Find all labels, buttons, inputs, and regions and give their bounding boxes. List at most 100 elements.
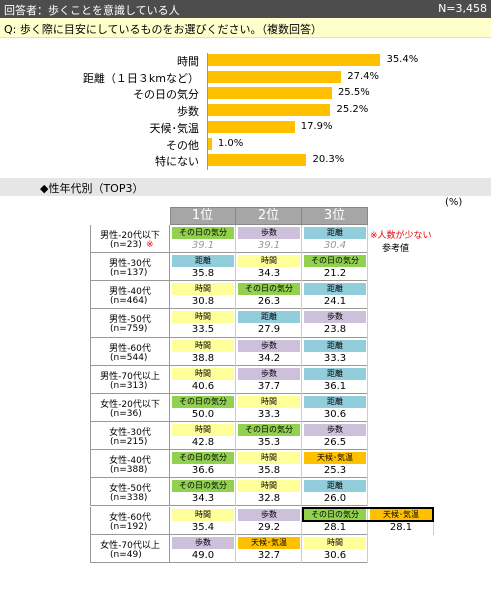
item-label: その日の気分 bbox=[172, 480, 234, 493]
cell-border bbox=[302, 225, 368, 254]
item-label: 歩数 bbox=[172, 536, 234, 549]
group-label: 男性-60代 bbox=[109, 343, 151, 354]
item-value: 33.3 bbox=[257, 408, 281, 420]
item-value: 37.7 bbox=[257, 380, 281, 392]
item-value: 28.1 bbox=[389, 521, 413, 533]
group-label: 女性-50代 bbox=[109, 484, 151, 495]
item-label: 時間 bbox=[238, 480, 300, 493]
cell-border bbox=[236, 281, 302, 310]
item-value: 39.1 bbox=[191, 240, 215, 251]
item-label: 距離 bbox=[304, 367, 366, 380]
cell-border bbox=[170, 450, 236, 479]
bar bbox=[207, 54, 381, 66]
item-label: 距離 bbox=[172, 255, 234, 268]
item-label: 時間 bbox=[238, 255, 300, 268]
item-label: 距離 bbox=[304, 339, 366, 352]
cell-border bbox=[236, 534, 302, 563]
item-label: 距離 bbox=[238, 311, 300, 324]
bar bbox=[207, 87, 332, 100]
item-label: 歩数 bbox=[238, 227, 300, 239]
item-label: 距離 bbox=[304, 283, 366, 296]
cell-border bbox=[170, 281, 236, 310]
label-cell-border bbox=[90, 450, 170, 479]
group-label: 男性-30代 bbox=[109, 259, 151, 270]
value-label: 27.4% bbox=[347, 70, 380, 82]
label-cell-border bbox=[90, 309, 170, 338]
group-n: (n=388) bbox=[110, 465, 148, 476]
group-n: (n=759) bbox=[110, 324, 148, 335]
item-value: 36.1 bbox=[323, 380, 347, 392]
unit: (%) bbox=[445, 197, 463, 208]
group-n: (n=137) bbox=[110, 268, 148, 279]
cell-border bbox=[302, 534, 368, 563]
cell-border bbox=[236, 309, 302, 338]
item-value: 35.4 bbox=[191, 521, 215, 533]
header-title: 回答者：歩くことを意識している人 bbox=[4, 4, 180, 17]
cell-border bbox=[236, 450, 302, 479]
cell-border bbox=[170, 506, 236, 535]
cell-border bbox=[302, 478, 368, 507]
label-cell-border bbox=[90, 506, 170, 535]
item-value: 23.8 bbox=[323, 324, 347, 336]
item-value: 32.8 bbox=[257, 493, 281, 505]
cell-border bbox=[236, 478, 302, 507]
label-cell-border bbox=[90, 478, 170, 507]
item-value: 34.3 bbox=[257, 268, 281, 280]
cell-border bbox=[302, 450, 368, 479]
group-label: 女性-70代以上 bbox=[100, 540, 160, 551]
header-bar bbox=[0, 0, 491, 18]
category-label: 天候･気温 bbox=[149, 121, 200, 135]
section-bar bbox=[0, 178, 491, 196]
item-value: 30.6 bbox=[323, 549, 347, 561]
group-n: (n=23) bbox=[110, 240, 142, 250]
item-value: 33.5 bbox=[191, 324, 215, 336]
column-header: 1位 bbox=[170, 208, 236, 224]
bar-axis bbox=[207, 53, 208, 170]
bar bbox=[207, 154, 307, 167]
item-value: 26.5 bbox=[323, 437, 347, 449]
value-label: 25.5% bbox=[337, 87, 370, 99]
label-cell-border bbox=[90, 422, 170, 451]
item-label: 時間 bbox=[238, 395, 300, 408]
cell-border bbox=[236, 337, 302, 366]
group-label: 女性-60代 bbox=[109, 512, 151, 523]
label-cell-border bbox=[90, 534, 170, 563]
category-label: 時間 bbox=[177, 55, 199, 68]
column-header: 3位 bbox=[302, 208, 368, 224]
label-cell-border bbox=[90, 393, 170, 423]
item-label: 時間 bbox=[172, 367, 234, 380]
group-n: (n=338) bbox=[110, 493, 148, 504]
item-label: その日の気分 bbox=[238, 424, 300, 437]
item-label: 時間 bbox=[304, 536, 366, 549]
item-label: その日の気分 bbox=[172, 452, 234, 465]
tie-box bbox=[302, 506, 434, 522]
item-label: その日の気分 bbox=[172, 227, 234, 239]
cell-border bbox=[302, 337, 368, 366]
item-label: 距離 bbox=[304, 395, 366, 408]
cell-border bbox=[236, 506, 302, 535]
cell-border bbox=[302, 393, 368, 423]
item-value: 27.9 bbox=[257, 324, 281, 336]
cell-border bbox=[170, 534, 236, 563]
item-value: 30.8 bbox=[191, 296, 215, 308]
group-n: (n=464) bbox=[110, 296, 148, 307]
cell-border bbox=[302, 309, 368, 338]
group-n: (n=313) bbox=[110, 380, 148, 391]
item-label: 歩数 bbox=[304, 311, 366, 324]
item-value: 42.8 bbox=[191, 437, 215, 449]
group-n: (n=192) bbox=[110, 521, 148, 532]
item-value: 28.1 bbox=[323, 521, 347, 533]
group-label: 女性-30代 bbox=[109, 428, 151, 439]
label-cell-border bbox=[90, 365, 170, 394]
value-label: 25.2% bbox=[336, 104, 369, 116]
group-mark: ※ bbox=[146, 240, 154, 250]
cell-border bbox=[170, 478, 236, 507]
item-label: 歩数 bbox=[238, 367, 300, 380]
group-label: 男性-50代 bbox=[109, 315, 151, 326]
value-label: 1.0% bbox=[217, 137, 244, 149]
value-label: 35.4% bbox=[386, 54, 419, 65]
bar bbox=[207, 104, 331, 117]
cell-border bbox=[236, 422, 302, 451]
item-label: その日の気分 bbox=[304, 255, 366, 268]
category-label: 特にない bbox=[155, 155, 199, 169]
